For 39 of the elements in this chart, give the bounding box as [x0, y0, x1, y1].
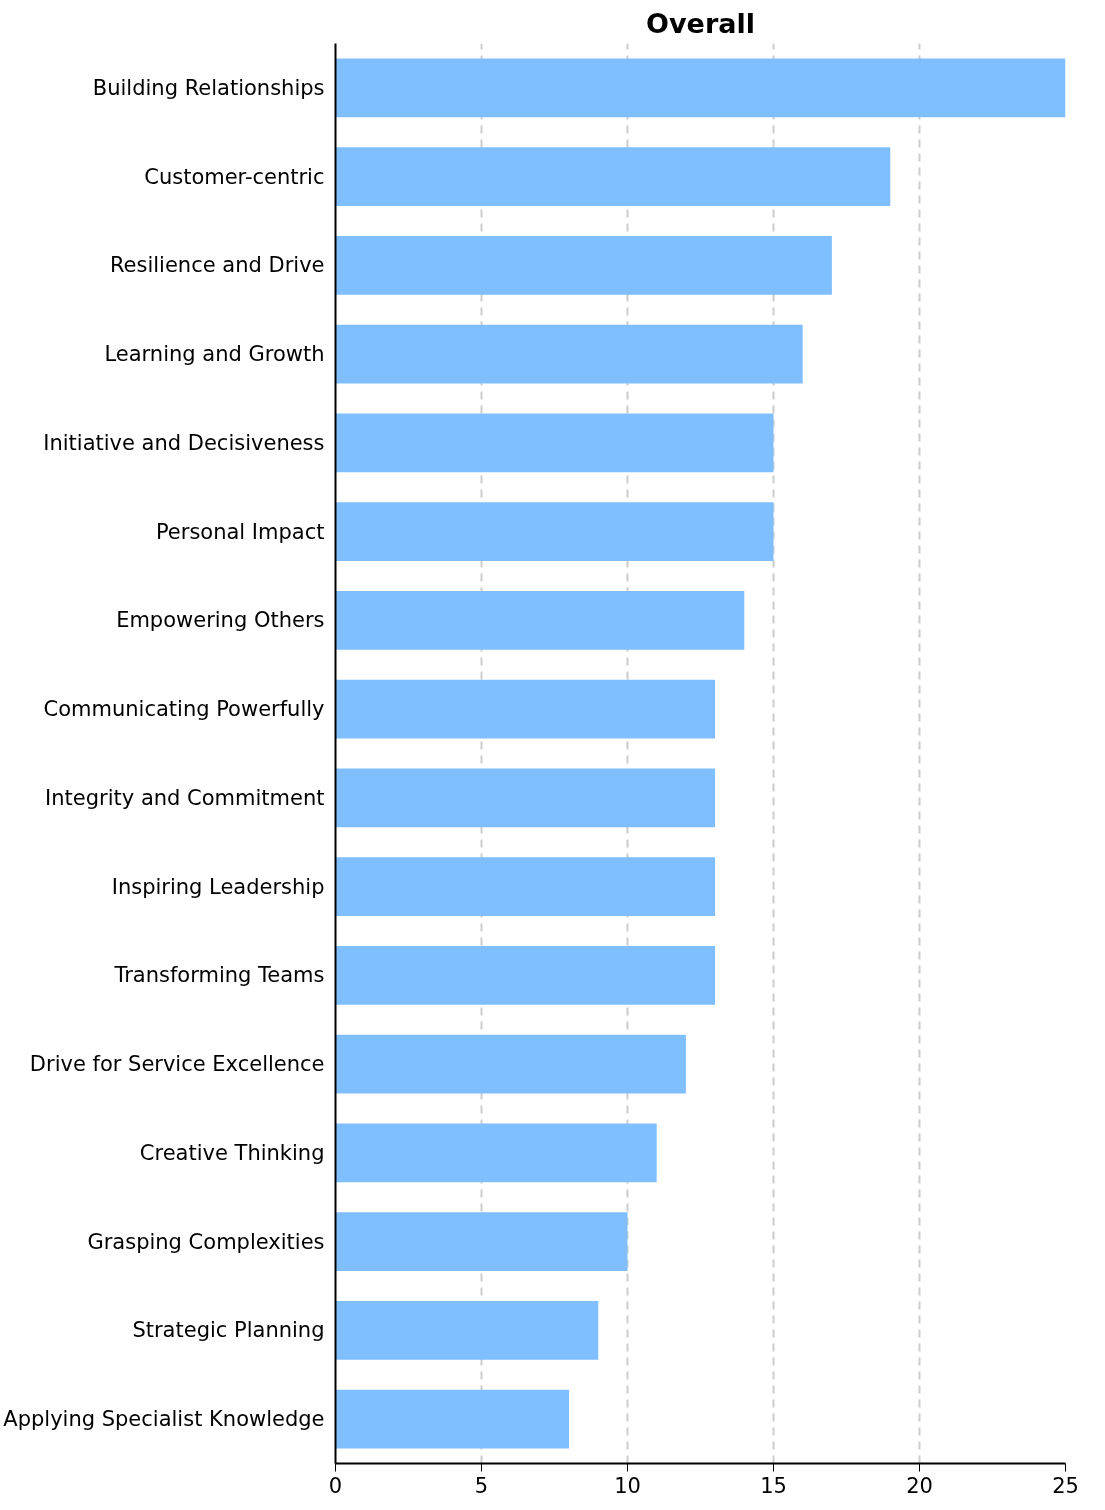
y-tick-label: Communicating Powerfully	[43, 697, 325, 722]
y-tick-label: Grasping Complexities	[87, 1229, 325, 1254]
y-tick-label: Building Relationships	[92, 75, 325, 100]
y-tick-label: Learning and Growth	[104, 342, 325, 367]
bar	[335, 1301, 599, 1360]
y-tick-label: Strategic Planning	[132, 1318, 325, 1343]
x-tick-label: 10	[614, 1473, 641, 1498]
y-tick-label: Inspiring Leadership	[111, 874, 325, 899]
x-tick-label: 20	[906, 1473, 933, 1498]
y-tick-label: Applying Specialist Knowledge	[3, 1407, 325, 1432]
x-tick-label: 25	[1052, 1473, 1079, 1498]
chart-title: Overall	[646, 7, 755, 39]
y-tick-label: Transforming Teams	[113, 963, 325, 988]
y-tick-label: Customer-centric	[144, 164, 325, 189]
bar	[335, 591, 745, 650]
y-tick-label: Empowering Others	[116, 608, 325, 633]
bar	[335, 1389, 570, 1449]
bar	[335, 768, 716, 828]
y-tick-label: Drive for Service Excellence	[29, 1052, 325, 1077]
y-tick-label: Personal Impact	[155, 519, 325, 544]
bar	[335, 324, 803, 384]
bar	[335, 1212, 628, 1271]
bar	[335, 236, 832, 295]
bar	[335, 58, 1066, 118]
bar	[335, 1123, 657, 1183]
bar	[335, 679, 716, 739]
bar	[335, 857, 716, 916]
x-tick-label: 15	[760, 1473, 787, 1498]
y-tick-label: Initiative and Decisiveness	[43, 430, 325, 455]
bar	[335, 413, 774, 473]
x-tick-label: 5	[474, 1473, 489, 1498]
y-tick-label: Creative Thinking	[139, 1140, 325, 1165]
y-tick-label: Resilience and Drive	[109, 253, 325, 278]
bar	[335, 147, 891, 206]
bar	[335, 1034, 686, 1094]
bar	[335, 502, 774, 561]
y-tick-label: Integrity and Commitment	[45, 785, 325, 810]
bar	[335, 946, 716, 1005]
x-tick-label: 0	[328, 1473, 343, 1498]
